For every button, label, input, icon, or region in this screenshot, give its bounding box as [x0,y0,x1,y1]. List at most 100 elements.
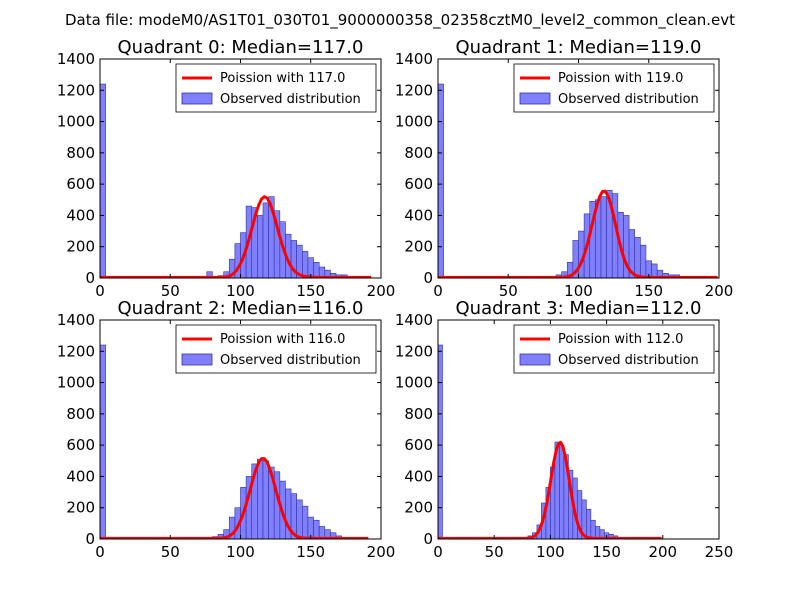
quadrant-3-axes-frame [437,319,720,540]
quadrant-2-histogram-bar [257,458,264,539]
quadrant-1-panel: 0 50 100 150 200 0 200 400 600 800 1000 1200 1400 Qua… [395,37,734,300]
y-tick-label: 200 [404,499,433,517]
y-tick-label: 800 [404,144,433,162]
quadrant-3-histogram-bar [590,519,596,539]
quadrant-0-histogram-bar [313,262,320,278]
y-tick-label: 600 [66,436,95,454]
quadrant-2-histogram-bar [100,344,106,539]
y-tick-label: 1400 [57,50,95,68]
x-tick-label: 250 [705,543,734,561]
y-tick-label: 1000 [395,113,433,131]
x-tick-label: 100 [226,543,255,561]
y-tick-label: 400 [404,206,433,224]
y-tick-label: 400 [66,467,95,485]
x-tick-label: 0 [95,543,105,561]
legend-bar-swatch [519,353,551,366]
y-tick-label: 0 [423,269,433,287]
y-tick-label: 1000 [395,374,433,392]
y-tick-label: 1200 [395,81,433,99]
quadrant-0-histogram-bar [302,251,309,278]
quadrant-1-plot-layer [438,83,718,278]
quadrant-2-poisson-line [100,457,369,539]
quadrant-3-legend: Poission with 112.0 Observed distribution [513,324,715,374]
y-tick-label: 1400 [57,311,95,329]
quadrant-1-histogram-bar [634,237,641,278]
y-tick-label: 200 [66,238,95,256]
y-tick-label: 800 [404,405,433,423]
y-tick-label: 400 [66,206,95,224]
y-tick-label: 0 [85,269,95,287]
quadrant-0-panel: 0 50 100 150 200 0 200 400 600 800 1000 1200 1400 Qua… [57,37,396,300]
x-tick-label: 100 [226,282,255,300]
quadrant-3-histogram-bar [586,508,592,539]
x-tick-label: 150 [296,282,325,300]
x-tick-label: 100 [536,543,565,561]
quadrant-0-histogram-bar [257,215,264,278]
x-tick-label: 200 [648,543,677,561]
quadrant-1-title: Quadrant 1: Median=119.0 [456,37,702,58]
quadrant-1-histogram-bar [640,244,647,278]
y-tick-label: 1200 [57,81,95,99]
legend-label-observed: Observed distribution [220,92,361,107]
legend-label-poisson: Poission with 112.0 [558,332,683,347]
legend-label-observed: Observed distribution [558,92,699,107]
x-tick-label: 0 [95,282,105,300]
quadrant-2-plot-layer [100,344,369,539]
quadrant-1-histogram-bar [438,83,444,278]
y-tick-label: 400 [404,467,433,485]
quadrant-2-title: Quadrant 2: Median=116.0 [118,298,364,319]
x-tick-label: 50 [499,282,518,300]
legend-label-observed: Observed distribution [558,353,699,368]
legend-bar-swatch [181,92,213,105]
x-tick-label: 150 [592,543,621,561]
legend-label-poisson: Poission with 119.0 [558,71,683,86]
y-tick-label: 200 [404,238,433,256]
y-tick-label: 200 [66,499,95,517]
x-tick-label: 150 [634,282,663,300]
quadrant-3-title: Quadrant 3: Median=112.0 [456,298,702,319]
quadrant-2-histogram-bar [313,519,320,539]
quadrant-3-histogram-bar [438,344,443,539]
legend-bar-swatch [519,92,551,105]
quadrant-2-panel: 0 50 100 150 200 0 200 400 600 800 1000 1200 1400 Qua… [57,298,396,561]
x-tick-label: 150 [296,543,325,561]
x-tick-label: 50 [161,543,180,561]
quadrant-0-legend: Poission with 117.0 Observed distribution [175,63,377,113]
y-tick-label: 600 [404,436,433,454]
quadrant-1-poisson-line [438,189,718,278]
quadrant-0-title: Quadrant 0: Median=117.0 [118,37,364,58]
x-tick-label: 50 [161,282,180,300]
quadrant-1-legend: Poission with 119.0 Observed distribution [513,63,715,113]
quadrant-0-plot-layer [100,83,372,278]
y-tick-label: 600 [66,175,95,193]
quadrant-2-histogram-bar [302,505,309,539]
legend-label-observed: Observed distribution [220,353,361,368]
legend-label-poisson: Poission with 116.0 [220,332,345,347]
quadrant-3-panel: 0 50 100 150 200 250 0 200 400 600 800 1000 1200 1400… [395,298,734,561]
y-tick-label: 0 [423,530,433,548]
y-tick-label: 1200 [395,342,433,360]
y-tick-label: 0 [85,530,95,548]
y-tick-label: 1000 [57,113,95,131]
quadrant-0-poisson-line [100,195,372,278]
y-tick-label: 800 [66,144,95,162]
y-tick-label: 1400 [395,50,433,68]
x-tick-label: 100 [564,282,593,300]
y-tick-label: 1200 [57,342,95,360]
quadrant-0-histogram-bar [100,83,106,278]
figure-suptitle: Data file: modeM0/AS1T01_030T01_90000003… [65,11,735,30]
quadrant-3-poisson-line [438,440,662,539]
quadrant-2-histogram-bar [262,460,269,539]
x-tick-label: 200 [367,282,396,300]
legend-bar-swatch [181,353,213,366]
x-tick-label: 50 [485,543,504,561]
quadrant-2-histogram-bar [296,499,303,539]
y-tick-label: 800 [66,405,95,423]
y-tick-label: 1400 [395,311,433,329]
y-tick-label: 1000 [57,374,95,392]
x-tick-label: 0 [433,543,443,561]
legend-label-poisson: Poission with 117.0 [220,71,345,86]
x-tick-label: 0 [433,282,443,300]
quadrant-0-histogram-bar [206,271,213,278]
